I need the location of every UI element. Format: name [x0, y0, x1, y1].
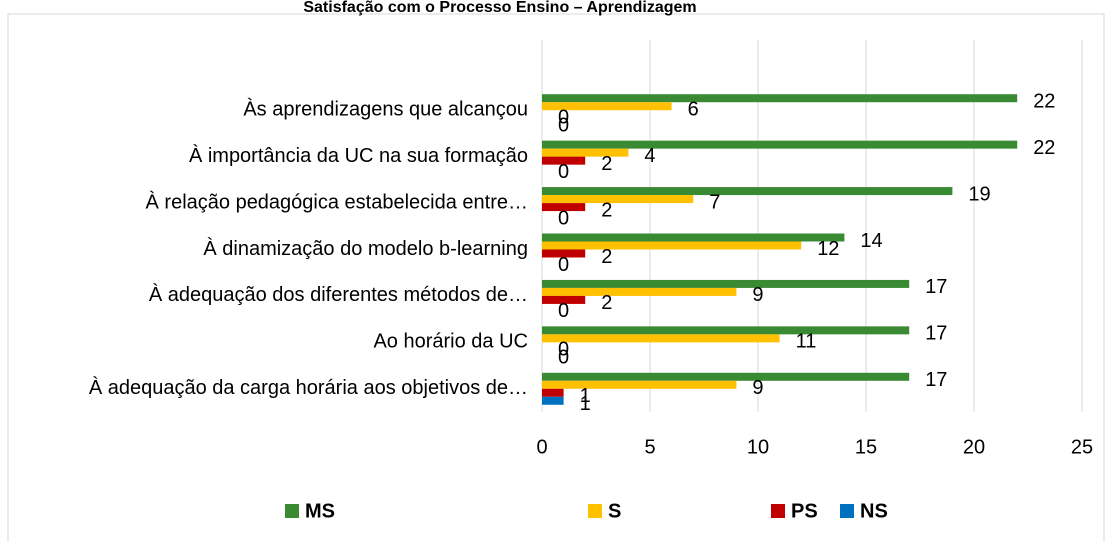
data-label: 14 [860, 230, 882, 252]
data-label: 9 [752, 377, 763, 399]
bar [542, 326, 910, 335]
bar [542, 102, 672, 111]
data-label: 0 [558, 106, 569, 128]
data-label: 0 [558, 161, 569, 183]
data-label: 22 [1033, 137, 1055, 159]
data-label: 0 [558, 347, 569, 369]
x-tick-label: 10 [747, 436, 769, 458]
bar [542, 287, 737, 296]
data-label: 1 [580, 393, 591, 415]
bar [542, 233, 845, 242]
data-label: 17 [925, 369, 947, 391]
x-tick-label: 5 [644, 436, 655, 458]
legend-label: MS [305, 500, 335, 522]
data-label: 7 [709, 191, 720, 213]
data-label: 0 [558, 207, 569, 229]
bar [542, 187, 953, 196]
x-tick-label: 0 [536, 436, 547, 458]
data-label: 11 [796, 331, 817, 353]
data-label: 19 [968, 183, 990, 205]
chart-title: Satisfação com o Processo Ensino – Apren… [303, 0, 696, 16]
data-label: 2 [601, 292, 612, 314]
data-label: 2 [601, 153, 612, 175]
data-label: 0 [558, 114, 569, 136]
bar [542, 195, 694, 204]
legend-swatch [771, 504, 785, 518]
bar [542, 295, 586, 304]
x-tick-label: 20 [963, 436, 985, 458]
x-tick-label: 25 [1071, 436, 1093, 458]
bar [542, 279, 910, 288]
legend-swatch [588, 504, 602, 518]
y-tick-label: Às aprendizagens que alcançou [243, 97, 528, 120]
bar [542, 372, 910, 381]
data-label: 1 [580, 385, 591, 407]
data-label: 22 [1033, 90, 1055, 112]
legend-swatch [840, 504, 854, 518]
y-tick-label: Ao horário da UC [373, 331, 528, 353]
data-label: 0 [558, 254, 569, 276]
data-label: 4 [644, 145, 655, 167]
bar [542, 249, 586, 258]
y-tick-label: À relação pedagógica estabelecida entre… [146, 190, 528, 213]
data-label: 0 [558, 339, 569, 361]
y-tick-label: À adequação da carga horária aos objetiv… [89, 376, 528, 399]
legend-swatch [285, 504, 299, 518]
y-tick-label: À importância da UC na sua formação [189, 144, 528, 167]
bar [542, 396, 564, 405]
x-tick-label: 15 [855, 436, 877, 458]
legend-label: PS [791, 500, 818, 522]
bar [542, 380, 737, 389]
data-label: 12 [817, 238, 839, 260]
bar [542, 156, 586, 165]
data-label: 9 [752, 284, 763, 306]
data-label: 2 [601, 199, 612, 221]
bar [542, 94, 1018, 103]
data-label: 0 [558, 300, 569, 322]
legend-label: S [608, 500, 621, 522]
y-tick-label: À dinamização do modelo b-learning [203, 237, 528, 260]
data-label: 6 [688, 98, 699, 120]
bar [542, 140, 1018, 149]
chart-frame [7, 13, 1105, 547]
bar [542, 388, 564, 397]
data-label: 17 [925, 276, 947, 298]
bar [542, 148, 629, 157]
bar [542, 203, 586, 212]
y-tick-label: À adequação dos diferentes métodos de… [149, 283, 528, 306]
bar [542, 334, 780, 343]
data-label: 2 [601, 246, 612, 268]
bar [542, 241, 802, 250]
legend-label: NS [860, 500, 888, 522]
data-label: 17 [925, 323, 947, 345]
